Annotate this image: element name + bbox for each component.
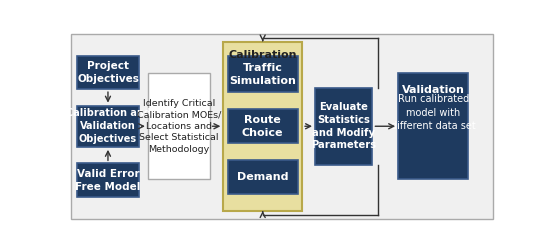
FancyBboxPatch shape — [71, 34, 493, 219]
FancyBboxPatch shape — [148, 73, 210, 179]
Text: Traffic
Simulation: Traffic Simulation — [229, 63, 296, 86]
Text: Project
Objectives: Project Objectives — [77, 61, 139, 84]
Text: Calibration and
Validation
Objectives: Calibration and Validation Objectives — [65, 108, 150, 144]
FancyBboxPatch shape — [77, 163, 139, 197]
FancyBboxPatch shape — [223, 42, 302, 211]
Text: Identify Critical
Calibration MOEs/
Locations and
Select Statistical
Methodology: Identify Critical Calibration MOEs/ Loca… — [136, 99, 221, 154]
FancyBboxPatch shape — [228, 110, 298, 143]
FancyBboxPatch shape — [228, 160, 298, 194]
Text: Route
Choice: Route Choice — [242, 115, 283, 138]
FancyBboxPatch shape — [77, 56, 139, 89]
Text: Demand: Demand — [237, 172, 288, 182]
Text: Run calibrated
model with
different data set: Run calibrated model with different data… — [391, 94, 476, 131]
FancyBboxPatch shape — [228, 56, 298, 92]
Text: Evaluate
Statistics
and Modify
Parameters: Evaluate Statistics and Modify Parameter… — [311, 102, 376, 150]
FancyBboxPatch shape — [398, 73, 469, 179]
Text: Valid Error
Free Model: Valid Error Free Model — [75, 169, 141, 192]
FancyBboxPatch shape — [77, 106, 139, 147]
Text: Calibration: Calibration — [228, 50, 297, 60]
Text: Validation: Validation — [402, 85, 465, 95]
FancyBboxPatch shape — [315, 88, 372, 165]
